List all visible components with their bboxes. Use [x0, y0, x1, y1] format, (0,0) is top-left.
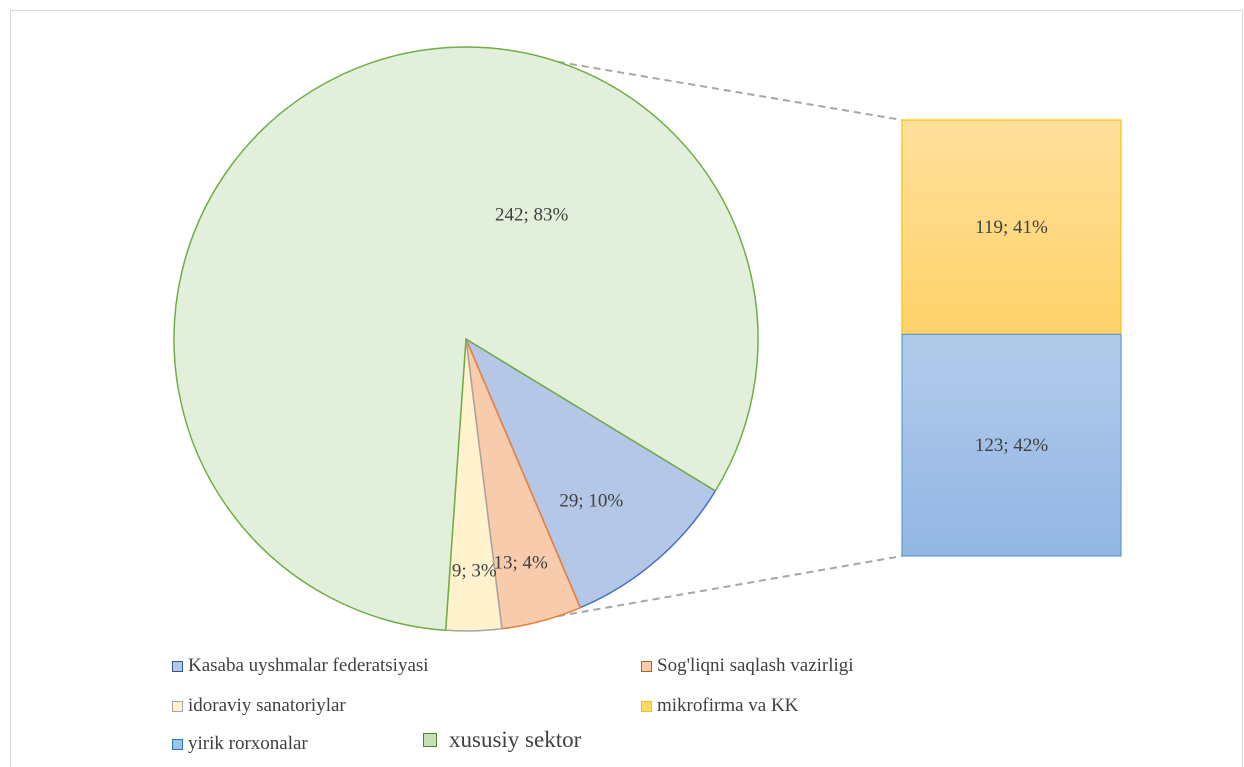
- connector-line: [557, 60, 903, 121]
- legend-swatch: [172, 738, 183, 750]
- legend-swatch: [172, 660, 183, 672]
- data-label: 9; 3%: [452, 561, 497, 582]
- legend-item-idoraviy: idoraviy sanatoriylar: [172, 695, 346, 717]
- legend-label: Sog'liqni saqlash vazirligi: [657, 655, 854, 676]
- pie-slice: [173, 46, 759, 632]
- legend-swatch: [641, 700, 652, 712]
- bar-of-pie-chart: 29; 10% 13; 4%9; 3% 242; 83% 119; 41% 123; 4…: [173, 46, 1122, 632]
- connector-line: [557, 555, 903, 618]
- data-label: 119; 41%: [975, 217, 1048, 238]
- data-label: 123; 42%: [975, 435, 1049, 456]
- legend-label: mikrofirma va KK: [657, 695, 799, 716]
- legend-label: Kasaba uyshmalar federatsiyasi: [188, 655, 429, 676]
- stacked-bar: [901, 119, 1122, 557]
- legend-swatch: [172, 700, 183, 712]
- legend-label: idoraviy sanatoriylar: [188, 695, 346, 716]
- legend-item-xususiy: xususiy sektor: [423, 727, 581, 753]
- legend-swatch: [641, 660, 652, 672]
- legend-item-sogliqni: Sog'liqni saqlash vazirligi: [641, 655, 854, 677]
- legend-item-mikrofirma: mikrofirma va KK: [641, 695, 798, 717]
- data-label: 242; 83%: [495, 204, 569, 225]
- chart-area: [10, 10, 1243, 767]
- legend: Kasaba uyshmalar federatsiyasi Sog'liqni…: [150, 655, 1050, 760]
- bar-segment: [901, 333, 1122, 557]
- connector-lines: [557, 60, 903, 618]
- legend-item-yirik: yirik rorxonalar: [172, 733, 308, 755]
- legend-label: xususiy sektor: [449, 727, 582, 752]
- pie-slice: [464, 337, 717, 609]
- legend-label: yirik rorxonalar: [188, 733, 308, 754]
- pie: [173, 46, 759, 632]
- data-label: 13; 4%: [493, 553, 548, 574]
- legend-swatch: [423, 733, 437, 747]
- data-label: 29; 10%: [559, 490, 623, 511]
- legend-item-kasaba: Kasaba uyshmalar federatsiyasi: [172, 655, 429, 677]
- bar-segment: [901, 119, 1122, 335]
